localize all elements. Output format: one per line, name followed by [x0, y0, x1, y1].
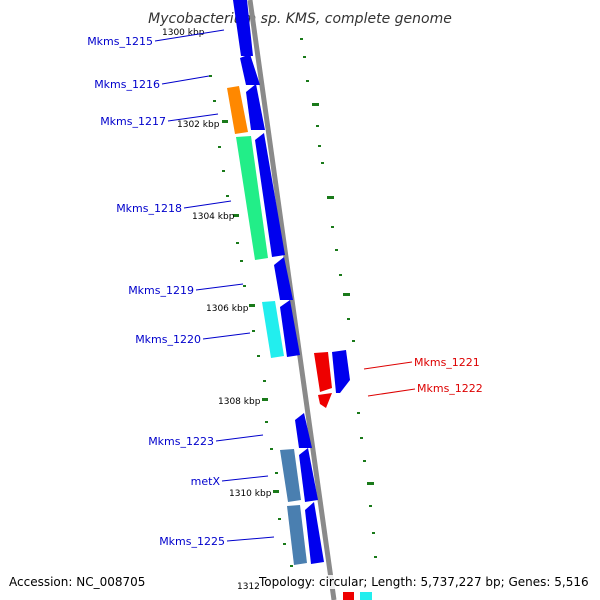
accession-text: Accession: NC_008705 — [9, 575, 146, 589]
gene-label[interactable]: Mkms_1223 — [148, 435, 214, 448]
cds-arrow-mkms-1215[interactable] — [233, 0, 253, 56]
gene-block-mkms-1220[interactable] — [262, 301, 284, 358]
gene-labels[interactable]: Mkms_1215 Mkms_1216 Mkms_1217 Mkms_1218 … — [87, 35, 483, 548]
cds-arrow-mkms-1217[interactable] — [246, 84, 265, 130]
gene-label[interactable]: Mkms_1225 — [159, 535, 225, 548]
gene-label[interactable]: Mkms_1218 — [116, 202, 182, 215]
gene-block-mkms-1218[interactable] — [236, 136, 268, 260]
tick-label-1308: 1308 kbp — [218, 397, 261, 407]
cds-arrow-mkms-1218[interactable] — [255, 133, 285, 257]
tick-label-1302: 1302 kbp — [177, 120, 220, 130]
gene-label[interactable]: Mkms_1221 — [414, 356, 480, 369]
minor-ticks-right — [300, 38, 377, 558]
label-leaders — [154, 29, 416, 542]
tick-label-1306: 1306 kbp — [206, 304, 249, 314]
gene-block-metx[interactable] — [280, 449, 301, 502]
gene-label[interactable]: Mkms_1217 — [100, 115, 166, 128]
tick-label-1300: 1300 kbp — [162, 28, 205, 38]
gene-label[interactable]: Mkms_1216 — [94, 78, 160, 91]
gene-block-mkms-1222-red[interactable] — [318, 393, 332, 408]
cds-arrow-mkms-1223[interactable] — [295, 413, 312, 448]
topology-text: Topology: circular; Length: 5,737,227 bp… — [259, 575, 589, 589]
gene-label[interactable]: Mkms_1215 — [87, 35, 153, 48]
gene-block-mkms-1217[interactable] — [227, 86, 248, 134]
gene-block-mkms-1225[interactable] — [287, 505, 307, 565]
cds-arrow-mkms-1219[interactable] — [274, 257, 293, 300]
cds-arrow-metx[interactable] — [299, 448, 318, 502]
cds-arrow-mkms-1220[interactable] — [280, 300, 300, 357]
gene-label[interactable]: Mkms_1222 — [417, 382, 483, 395]
cds-arrow-mkms-1216[interactable] — [240, 54, 260, 85]
gene-label[interactable]: Mkms_1220 — [135, 333, 201, 346]
cds-arrow-mkms-1222[interactable] — [332, 350, 350, 393]
gene-label[interactable]: Mkms_1219 — [128, 284, 194, 297]
minor-ticks-left — [209, 75, 293, 567]
gene-features[interactable] — [227, 86, 372, 600]
map-title: Mycobacterium sp. KMS, complete genome — [148, 11, 452, 27]
tick-label-1312: 1312 — [237, 582, 260, 592]
gene-block-mkms-1221[interactable] — [314, 352, 332, 392]
gene-block-partial-cyan[interactable] — [360, 592, 372, 600]
gene-label[interactable]: metX — [191, 475, 221, 488]
gene-block-partial-red[interactable] — [343, 592, 354, 600]
cds-features[interactable] — [233, 0, 350, 564]
tick-label-1304: 1304 kbp — [192, 212, 235, 222]
cds-arrow-mkms-1225[interactable] — [305, 502, 324, 564]
tick-label-1310: 1310 kbp — [229, 489, 272, 499]
